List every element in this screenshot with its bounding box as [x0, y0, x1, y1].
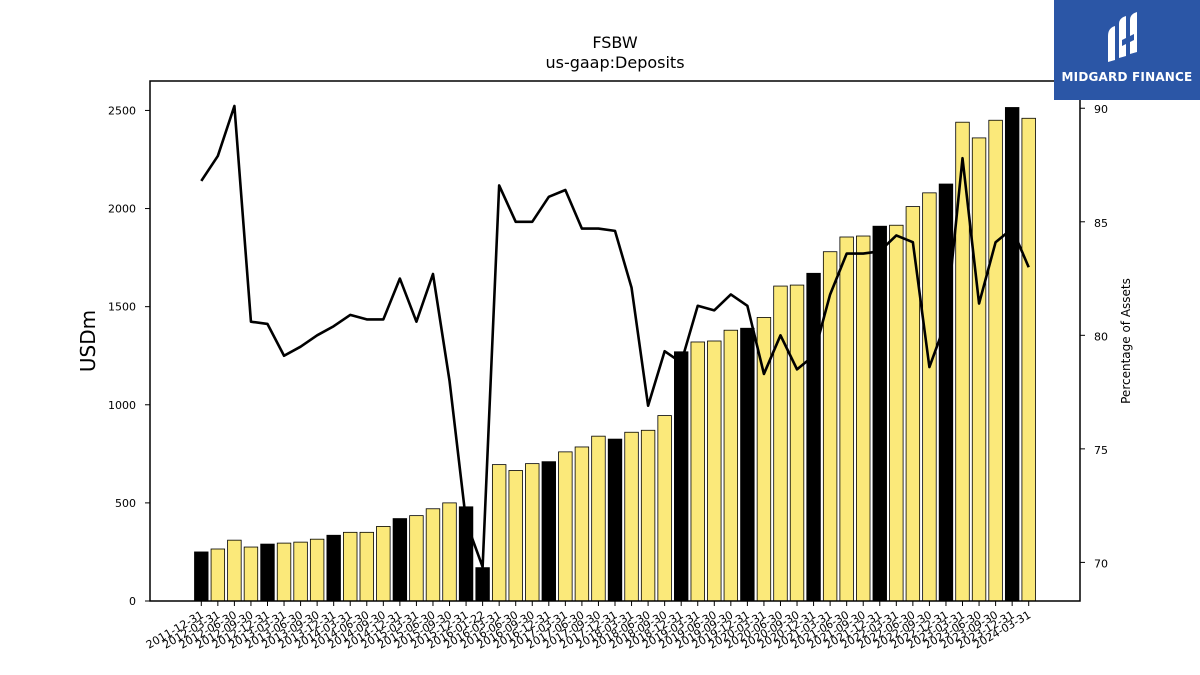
y2-tick-label: 75: [1094, 444, 1108, 457]
bar-2017-03-31: [558, 451, 573, 602]
bar-2017-06-30: [574, 446, 590, 602]
bar-2018-03-31: [624, 431, 639, 602]
y-tick-label: 2000: [108, 203, 136, 216]
bar-2014-09-30: [376, 526, 391, 602]
bar-2020-06-30: [773, 285, 788, 602]
bar-2022-09-30: [922, 192, 937, 602]
bar-2023-12-31: [1004, 107, 1020, 602]
midgard-finance-logo: MIDGARD FINANCE: [1054, 0, 1200, 100]
bar-2022-06-30: [905, 206, 921, 602]
y-tick-label: 500: [115, 497, 136, 510]
y-tick-label: 2500: [108, 104, 136, 117]
percentage-line: [200, 104, 1030, 569]
bar-2013-09-30: [309, 538, 325, 602]
logo-mark-icon: [1108, 12, 1137, 62]
bar-2014-03-31: [343, 531, 358, 602]
bar-2017-09-30: [591, 435, 606, 602]
bar-2013-03-31: [276, 542, 292, 602]
y-tick-label: 0: [129, 595, 136, 608]
y2-axis-label: Percentage of Assets: [1119, 278, 1133, 404]
y-tick-label: 1500: [108, 301, 136, 314]
bar-2013-06-30: [293, 541, 308, 602]
y2-tick-label: 80: [1094, 330, 1108, 343]
bar-2019-12-31: [740, 327, 755, 602]
y2-tick-label: 90: [1094, 103, 1108, 116]
bar-2012-03-31: [210, 548, 226, 602]
bar-2024-03-31: [1021, 117, 1036, 602]
bars-layer: [194, 107, 1036, 602]
bar-2014-06-30: [359, 531, 374, 602]
chart-subtitle: us-gaap:Deposits: [545, 53, 684, 72]
bar-2023-06-30: [971, 137, 987, 602]
y2-tick-label: 70: [1094, 557, 1108, 570]
bar-2016-06-30: [508, 470, 523, 602]
bar-2014-12-31: [392, 518, 408, 602]
bar-2016-12-31: [541, 461, 556, 602]
bar-2018-06-30: [640, 429, 656, 602]
bar-2019-09-30: [723, 329, 739, 602]
bar-2013-12-31: [326, 534, 341, 602]
bar-2021-06-30: [839, 236, 854, 602]
y-axis-label: USDm: [76, 310, 100, 372]
bar-2020-09-30: [789, 284, 805, 602]
bar-2018-12-31: [674, 351, 689, 602]
bar-2018-09-30: [657, 415, 672, 602]
y2-tick-label: 85: [1094, 217, 1108, 230]
bar-2021-09-30: [856, 235, 871, 602]
line-layer: [200, 104, 1030, 569]
bar-2021-03-31: [822, 251, 838, 602]
bar-2019-06-30: [707, 340, 722, 602]
axes-layer: 0500100015002000250070758085902011-12-31…: [108, 80, 1108, 652]
bar-2017-12-31: [607, 438, 623, 602]
bar-2015-06-30: [425, 508, 441, 602]
bar-2016-03-31: [491, 464, 507, 602]
bar-2016-01-22: [475, 567, 490, 602]
bar-2022-03-31: [889, 224, 904, 602]
bar-2023-09-30: [988, 119, 1003, 602]
chart-title: FSBW: [592, 33, 637, 52]
logo-text: MIDGARD FINANCE: [1061, 70, 1193, 84]
bar-2015-09-30: [442, 502, 457, 602]
bar-2016-09-30: [525, 463, 540, 602]
bar-2012-09-30: [243, 546, 259, 602]
y-tick-label: 1000: [108, 399, 136, 412]
bar-2012-12-31: [260, 543, 275, 602]
bar-2012-06-30: [227, 539, 242, 602]
bar-2015-03-31: [409, 515, 424, 602]
bar-2011-12-31: [194, 551, 209, 602]
bar-2021-12-31: [872, 225, 887, 602]
bar-2020-12-31: [806, 272, 821, 602]
bar-2019-03-31: [690, 341, 705, 602]
bar-2022-12-31: [938, 183, 954, 602]
